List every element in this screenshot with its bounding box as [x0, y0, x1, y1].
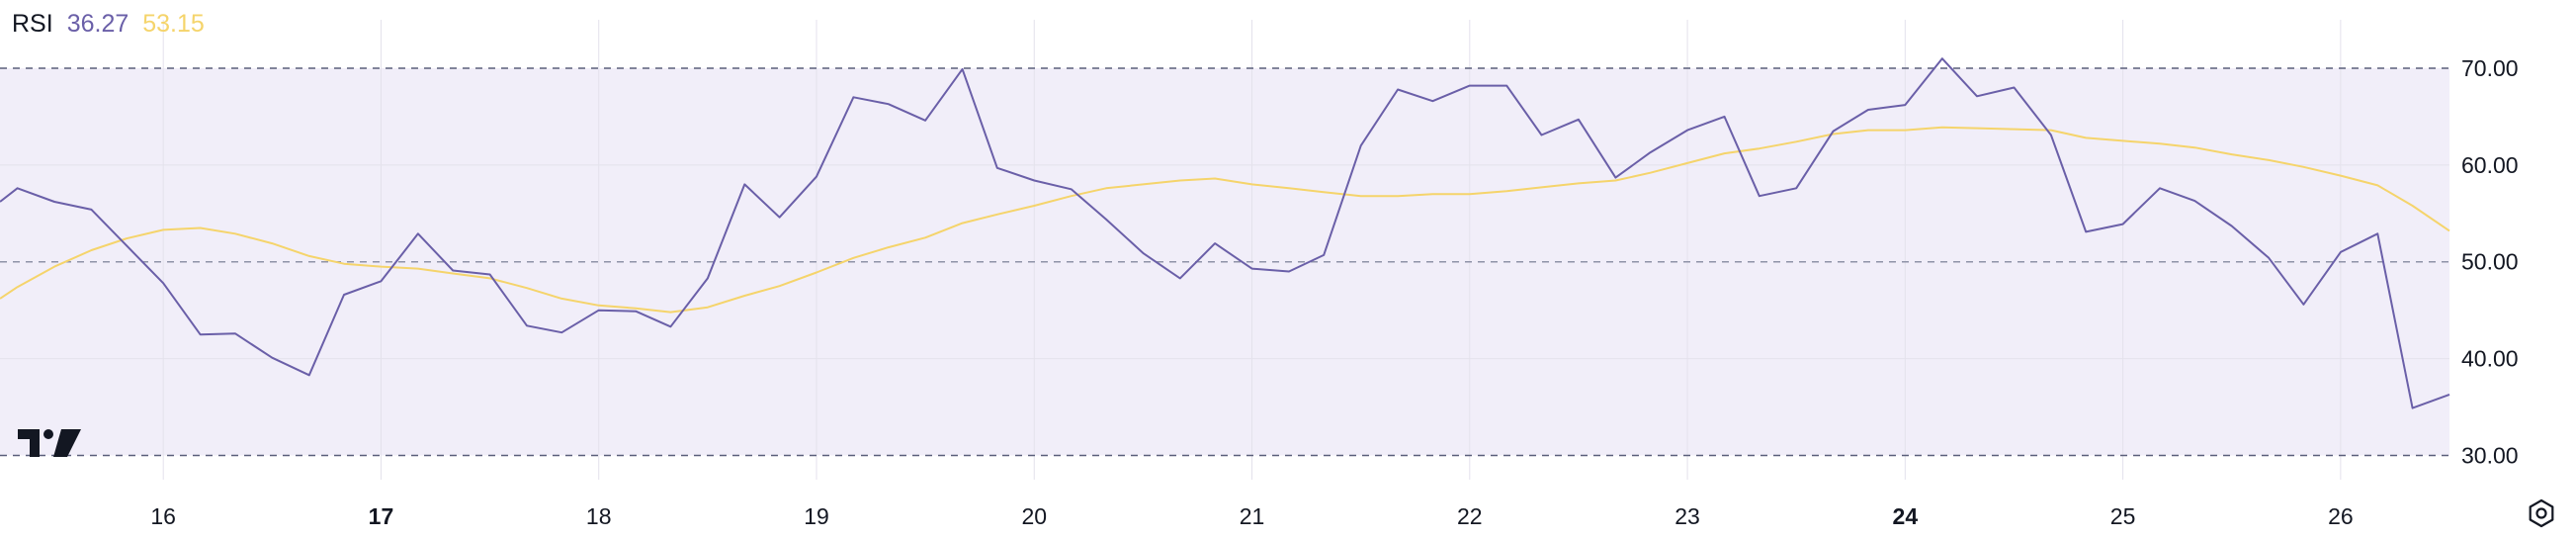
legend-indicator-name: RSI — [12, 10, 53, 38]
ma-series-line — [0, 126, 2450, 314]
x-tick-label: 23 — [1674, 503, 1700, 529]
y-tick-label: 30.00 — [2461, 443, 2519, 469]
chart-legend: RSI 36.27 53.15 — [12, 10, 218, 39]
x-tick-label: 18 — [586, 503, 612, 529]
x-tick-label: 21 — [1240, 503, 1265, 529]
x-tick-label: 26 — [2328, 503, 2354, 529]
legend-ma-value: 53.15 — [142, 10, 205, 38]
y-tick-label: 50.00 — [2461, 249, 2519, 275]
rsi-series-line — [0, 57, 2450, 409]
tradingview-logo-icon[interactable] — [18, 425, 81, 461]
y-tick-label: 40.00 — [2461, 346, 2519, 372]
y-tick-label: 60.00 — [2461, 152, 2519, 178]
x-tick-label: 16 — [150, 503, 176, 529]
x-tick-label: 24 — [1893, 503, 1919, 529]
x-tick-label: 20 — [1021, 503, 1047, 529]
x-tick-label: 19 — [804, 503, 829, 529]
legend-rsi-value: 36.27 — [66, 10, 129, 38]
y-tick-label: 70.00 — [2461, 55, 2519, 81]
x-tick-label: 17 — [369, 503, 394, 529]
x-tick-label: 22 — [1457, 503, 1483, 529]
settings-gear-icon[interactable] — [2527, 498, 2556, 528]
x-tick-label: 25 — [2110, 503, 2136, 529]
